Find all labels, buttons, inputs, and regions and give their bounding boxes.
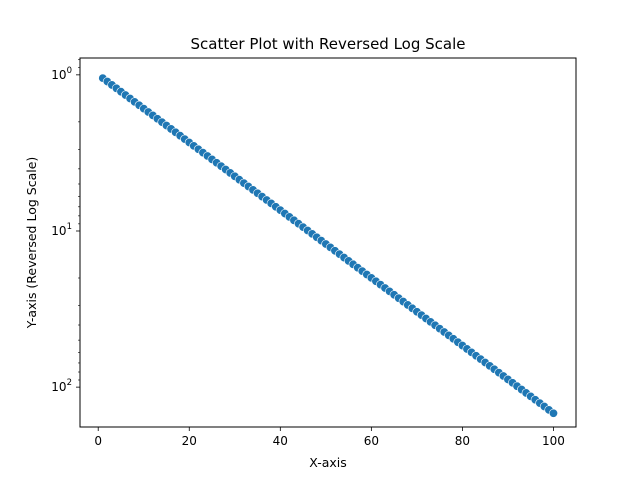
y-tick-label: 102 [51,378,72,394]
x-tick-label: 40 [273,434,288,448]
x-tick-label: 20 [182,434,197,448]
x-tick-label: 0 [94,434,102,448]
x-axis-ticks: 0 20 40 60 80 100 [94,427,565,448]
y-axis-ticks: 100 101 102 [51,59,80,394]
chart-title: Scatter Plot with Reversed Log Scale [190,35,465,53]
data-point [548,408,558,418]
plot-frame [79,57,577,428]
x-tick-label: 100 [542,434,565,448]
x-tick-label: 60 [364,434,379,448]
x-tick-label: 80 [455,434,470,448]
y-tick-label: 101 [51,222,72,238]
y-tick-label: 100 [51,66,72,82]
y-axis-label: Y-axis (Reversed Log Scale) [24,157,39,330]
x-axis-label: X-axis [309,455,347,470]
data-points [98,73,558,418]
